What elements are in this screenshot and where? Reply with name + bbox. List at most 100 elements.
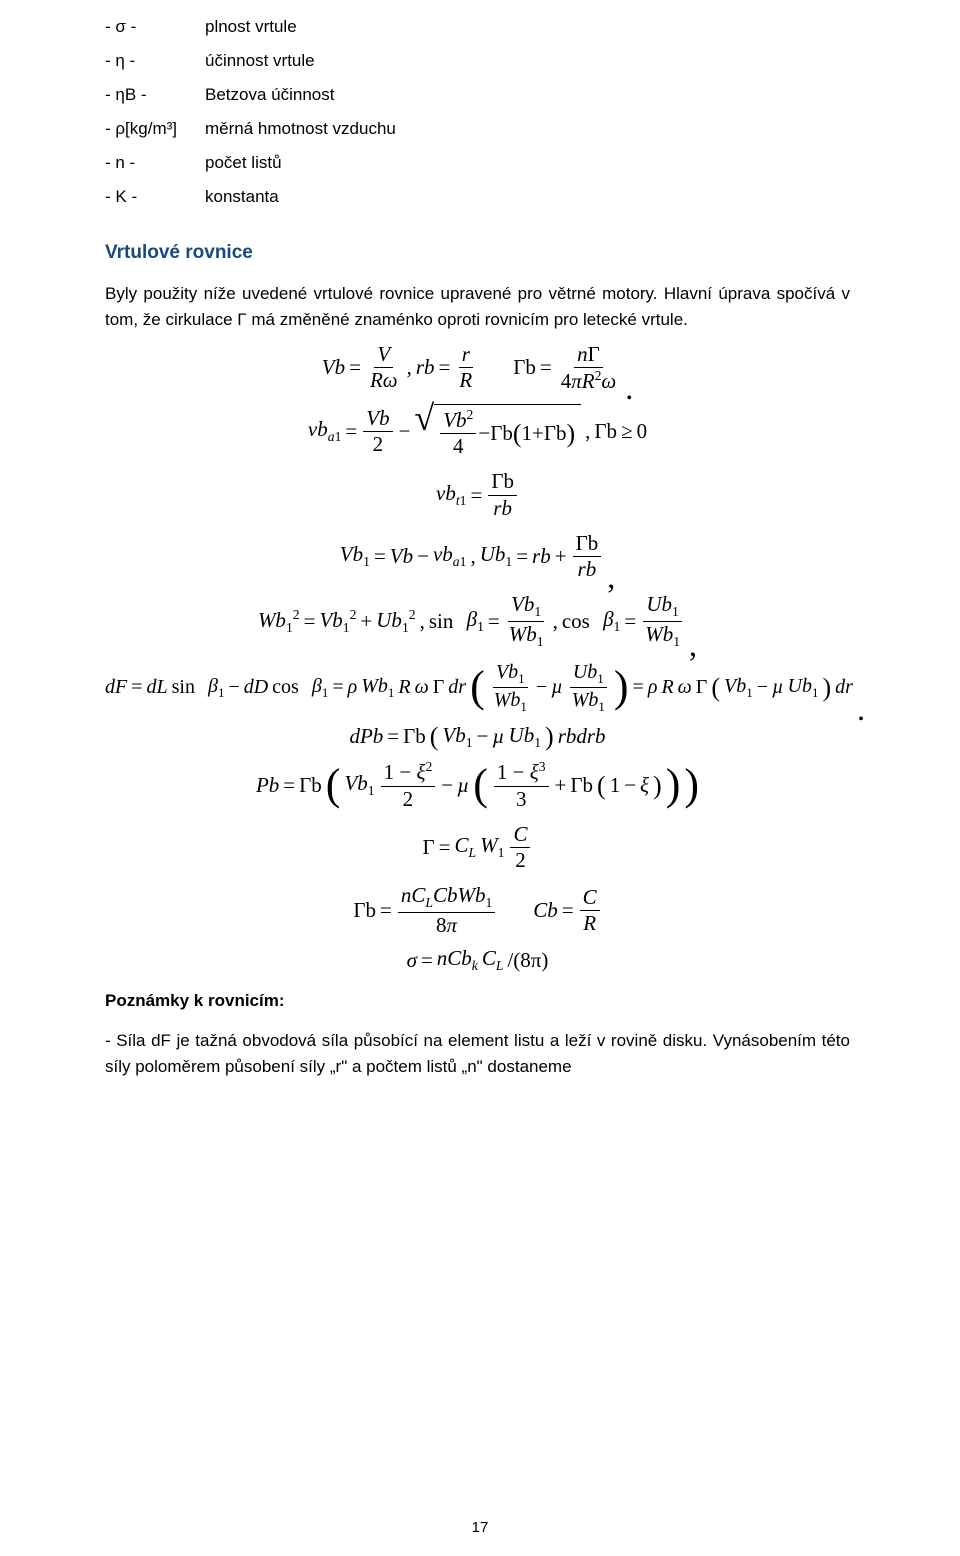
eq-vba1: vba1 = Vb2 − √ Vb24 − Γb (1 + Γb) , Γb ≥… [308,404,647,459]
t: 1 [286,620,293,635]
def-desc: účinnost vrtule [205,44,315,78]
eq-dF: dF = dL sin β1 − dD cos β1 = ρ Wb1 R ω Γ… [105,660,850,714]
t: 1 [335,430,342,445]
t: C [411,883,425,907]
t: − [399,421,411,442]
t: Ub [573,661,597,683]
t: Wb [361,675,388,697]
t: − [757,677,768,697]
t: Cb [433,883,458,907]
t: 1 [614,619,621,634]
sqrt: √ Vb24 − Γb (1 + Γb) [414,404,581,459]
t: R [661,677,673,697]
def-sym: - K - [105,180,205,214]
t: , [420,611,425,632]
eq-Pb: Pb = Γb ( Vb1 1 − ξ22 − µ ( 1 − ξ33 + Γb… [256,759,699,811]
t: Γb [488,469,517,495]
t: dr [835,677,853,697]
t: 2 [512,848,529,873]
t: dL [147,677,168,697]
t: V [374,342,393,368]
t: 1 [460,554,467,569]
t: a [328,430,335,445]
t: 3 [513,787,530,812]
t: 2 [350,607,357,622]
t: − [228,677,239,697]
t: k [472,958,478,973]
t: C [580,885,600,911]
def-row: - K -konstanta [105,180,850,214]
t: nCb [437,946,472,970]
t: 1 [746,685,753,700]
t: = [387,726,399,747]
t: ω [601,369,616,393]
def-row: - ηB -Betzova účinnost [105,78,850,112]
t: 2 [425,759,432,774]
t: dD [244,677,268,697]
t: = [633,677,644,697]
eq-vb1-ub1: Vb1 = Vb − vba1 , Ub1 = rb + Γbrb , [340,531,615,582]
t: = [345,421,357,442]
t: µ [772,677,784,697]
t: Vb [344,771,367,795]
t: Γ [588,342,600,366]
t: ω [678,677,692,697]
t: Vb [724,675,746,697]
t: µ [492,726,504,747]
t: C [482,946,496,970]
t: Vb [322,357,345,378]
t: dF [105,677,127,697]
t: 1 [534,604,541,619]
t: W [480,833,498,857]
t: sin [172,677,195,697]
t: rb [490,496,515,521]
t: ξ [640,775,649,796]
notes-heading: Poznámky k rovnicím: [105,991,850,1011]
t: 1 [485,895,492,910]
t: 4 [561,369,572,393]
note-paragraph: - Síla dF je tažná obvodová síla působíc… [105,1028,850,1081]
t: Wb [494,689,521,711]
t: β [603,607,613,631]
t: ξ [530,760,539,784]
t: 0 [637,421,648,442]
t: Vb [319,608,342,632]
def-desc: Betzova účinnost [205,78,334,112]
t: 1 [460,493,467,508]
t: β [208,675,218,697]
t: n [577,342,588,366]
t: 1 [534,735,541,750]
t: vb [436,481,456,505]
t: vb [433,542,453,566]
def-desc: konstanta [205,180,279,214]
t: Γb [299,775,322,796]
t: = [439,357,451,378]
t: − [394,760,416,784]
t: = [380,900,392,921]
t: = [439,837,451,858]
t: Γ [433,677,445,697]
t: β [467,607,477,631]
t: = [562,900,574,921]
t: n [401,883,412,907]
t: = [624,611,636,632]
t: 1 [343,620,350,635]
t: = [131,677,142,697]
t: − [507,760,529,784]
t: ω [415,677,429,697]
t: R [456,368,475,393]
t: = [374,546,386,567]
t: dPb [349,726,383,747]
t: 1 [363,554,370,569]
t: Vb [363,406,392,432]
t: − [536,677,547,697]
t: Vb [442,723,465,747]
t: C [455,833,469,857]
t: = [470,485,482,506]
t: ρ [348,677,358,697]
t: = [332,677,343,697]
equations-block: Vb = VRω , rb = rR Γb = nΓ4πR2ω . vba1 =… [105,342,850,973]
t: 2 [409,607,416,622]
t: = [540,357,552,378]
intro-paragraph: Byly použity níže uvedené vrtulové rovni… [105,281,850,334]
